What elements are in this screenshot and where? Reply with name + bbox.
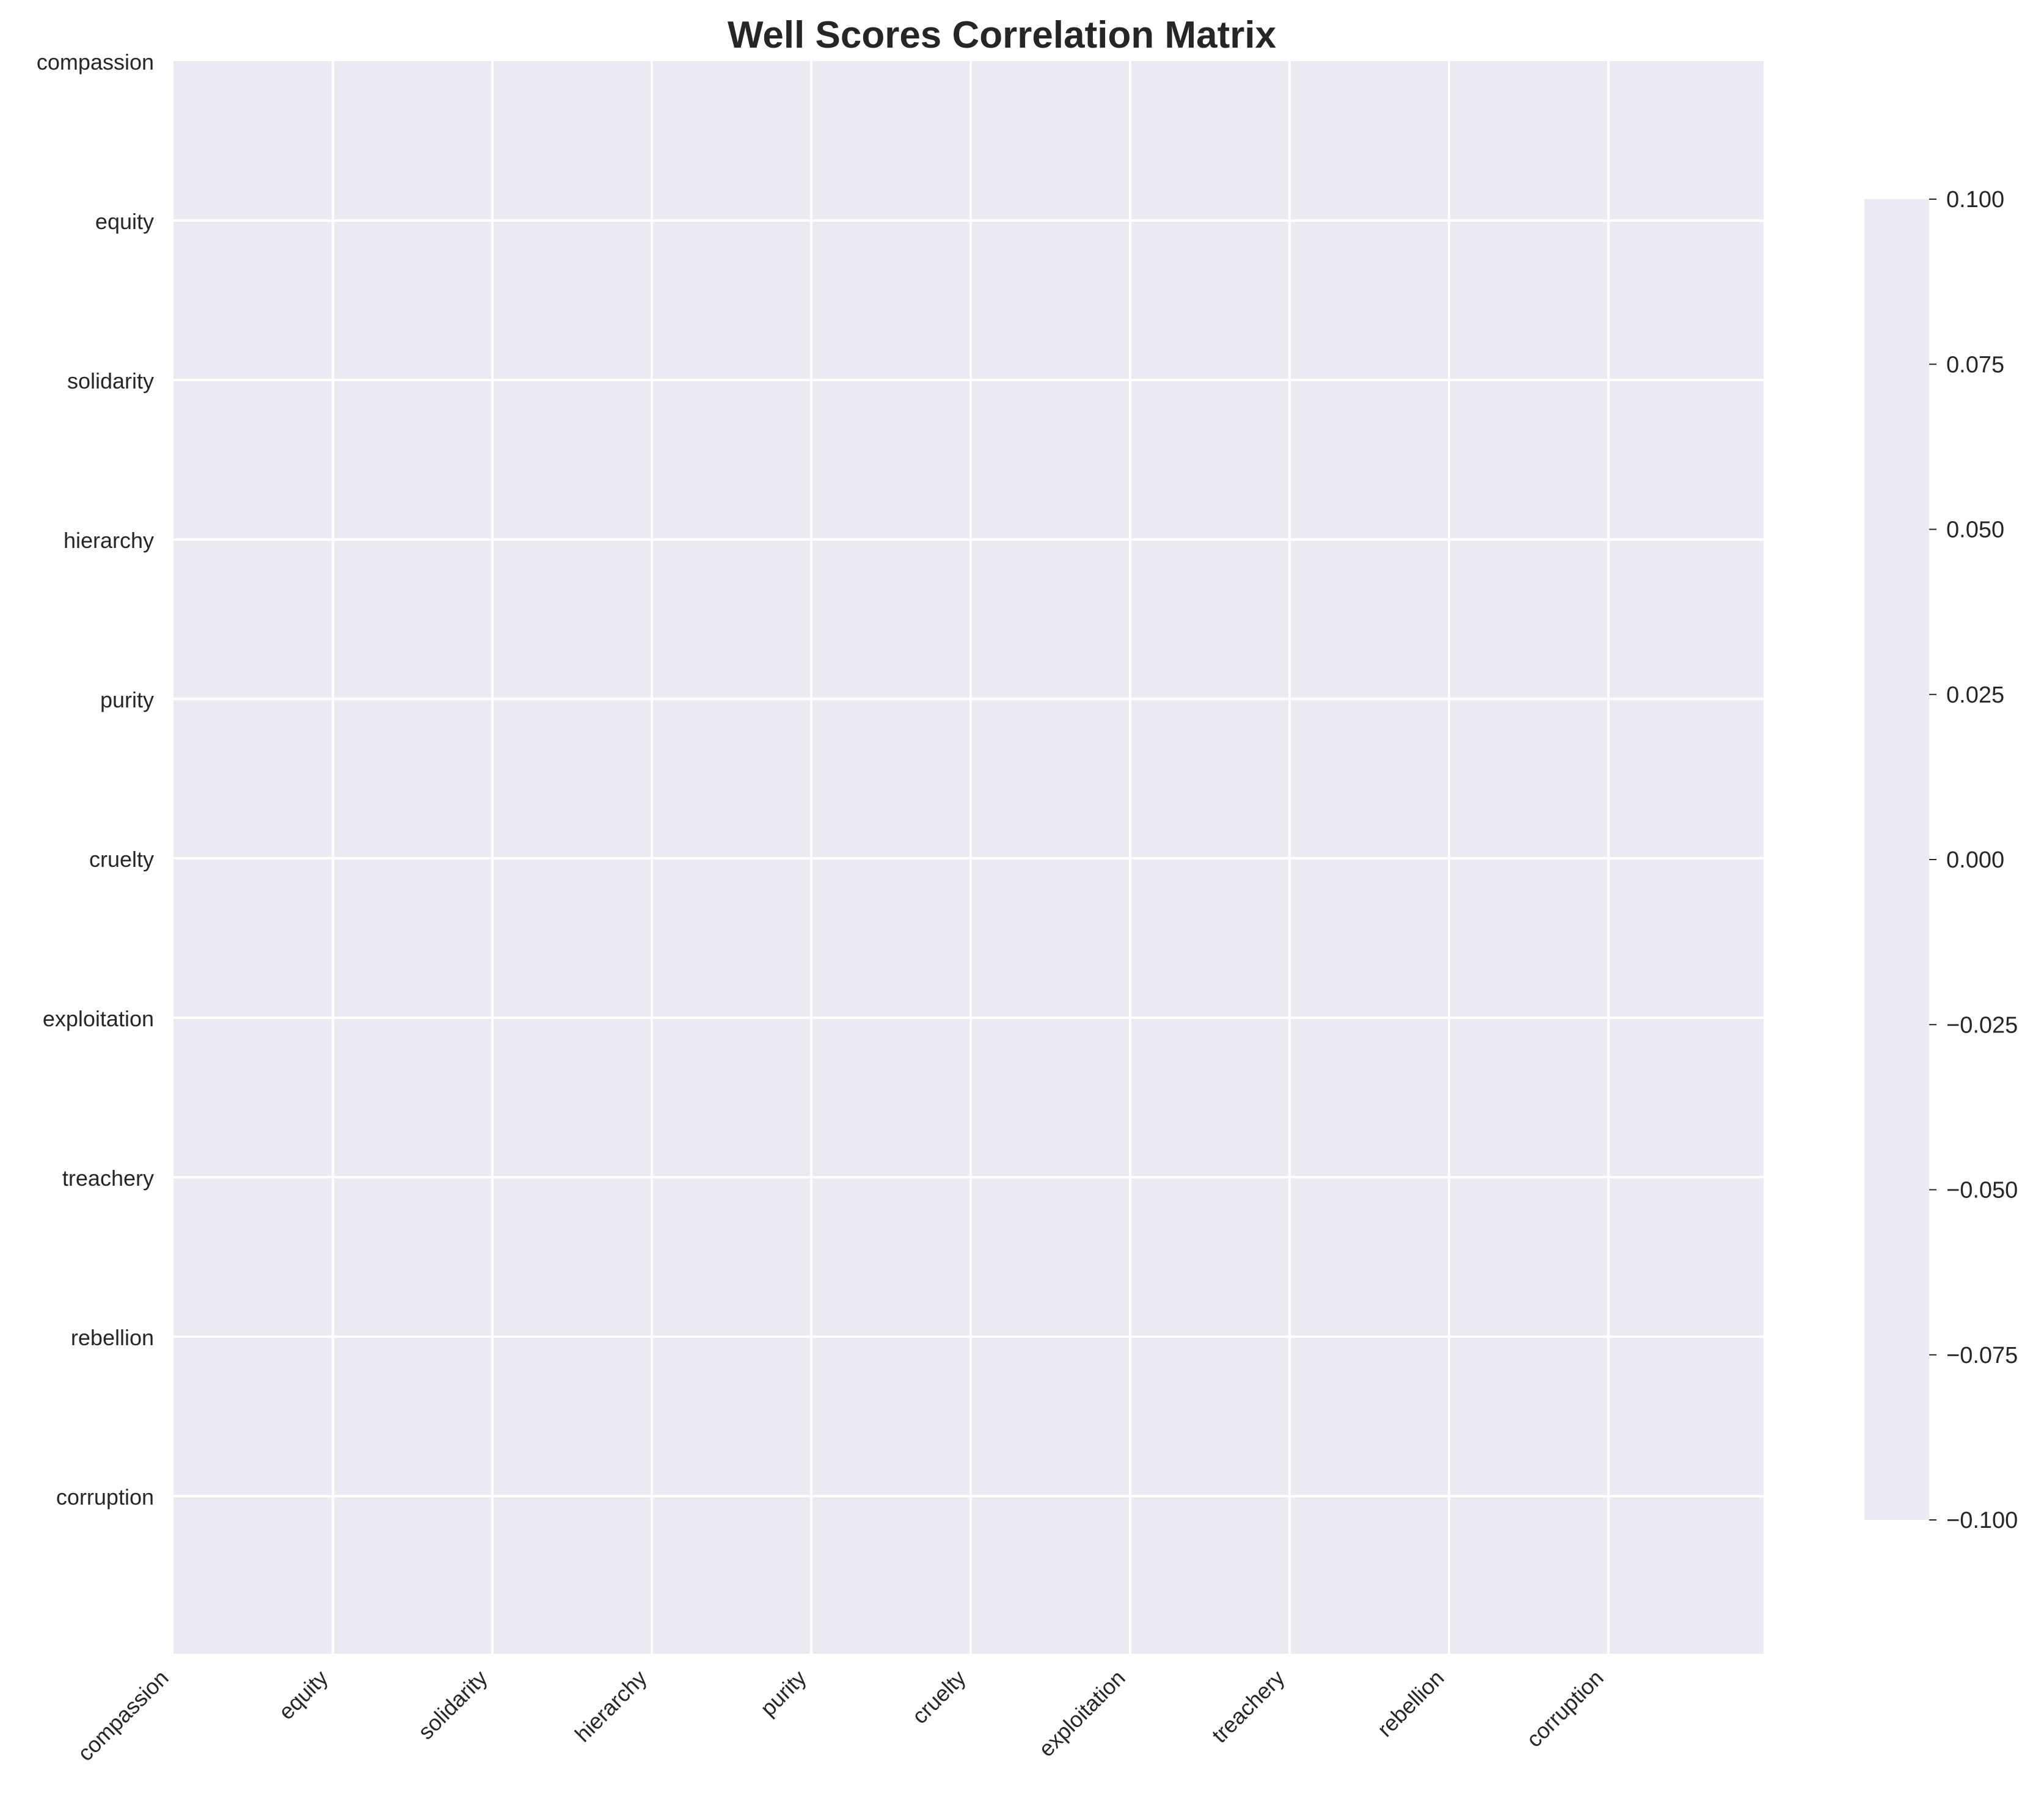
colorbar-tick-label: 0.025 — [1946, 682, 2004, 708]
colorbar-tick-label: −0.100 — [1946, 1508, 2018, 1533]
x-tick-label: equity — [274, 1665, 333, 1725]
x-tick-label: rebellion — [1372, 1665, 1448, 1742]
y-tick-label: purity — [100, 687, 154, 712]
y-tick-label: treachery — [62, 1166, 154, 1191]
colorbar-tick-label: −0.050 — [1946, 1178, 2018, 1203]
colorbar-tick-label: 0.050 — [1946, 517, 2004, 543]
y-tick-label: corruption — [56, 1484, 154, 1510]
x-tick-label: cruelty — [907, 1665, 971, 1729]
colorbar-tick-label: −0.075 — [1946, 1343, 2018, 1368]
colorbar: 0.100 0.075 0.050 0.025 0.000 −0.025 −0.050 −0.… — [1864, 187, 2018, 1533]
colorbar-tick-label: −0.025 — [1946, 1012, 2018, 1038]
y-tick-label: equity — [95, 209, 154, 234]
x-tick-label: corruption — [1521, 1665, 1608, 1752]
y-tick-label: hierarchy — [64, 528, 154, 553]
colorbar-tick-label: 0.100 — [1946, 187, 2004, 213]
x-axis-tick-labels: compassion equity solidarity hierarchy purit… — [73, 1665, 1608, 1766]
x-tick-label: treachery — [1207, 1665, 1290, 1748]
x-tick-label: solidarity — [413, 1665, 492, 1744]
y-tick-label: solidarity — [67, 368, 154, 393]
colorbar-tick-label: 0.075 — [1946, 352, 2004, 378]
y-tick-label: exploitation — [43, 1006, 154, 1031]
colorbar-gradient — [1864, 199, 1929, 1520]
y-tick-label: compassion — [37, 49, 154, 75]
y-tick-label: rebellion — [71, 1325, 154, 1350]
x-tick-label: hierarchy — [570, 1665, 652, 1747]
y-tick-label: cruelty — [89, 847, 154, 872]
grid-lines — [173, 61, 1764, 1654]
x-tick-label: compassion — [73, 1665, 173, 1766]
y-axis-tick-labels: compassion equity solidarity hierarchy purit… — [37, 49, 154, 1510]
chart-title: Well Scores Correlation Matrix — [728, 14, 1277, 56]
colorbar-tick-label: 0.000 — [1946, 847, 2004, 873]
x-tick-label: exploitation — [1034, 1665, 1130, 1762]
x-tick-label: purity — [755, 1665, 811, 1721]
